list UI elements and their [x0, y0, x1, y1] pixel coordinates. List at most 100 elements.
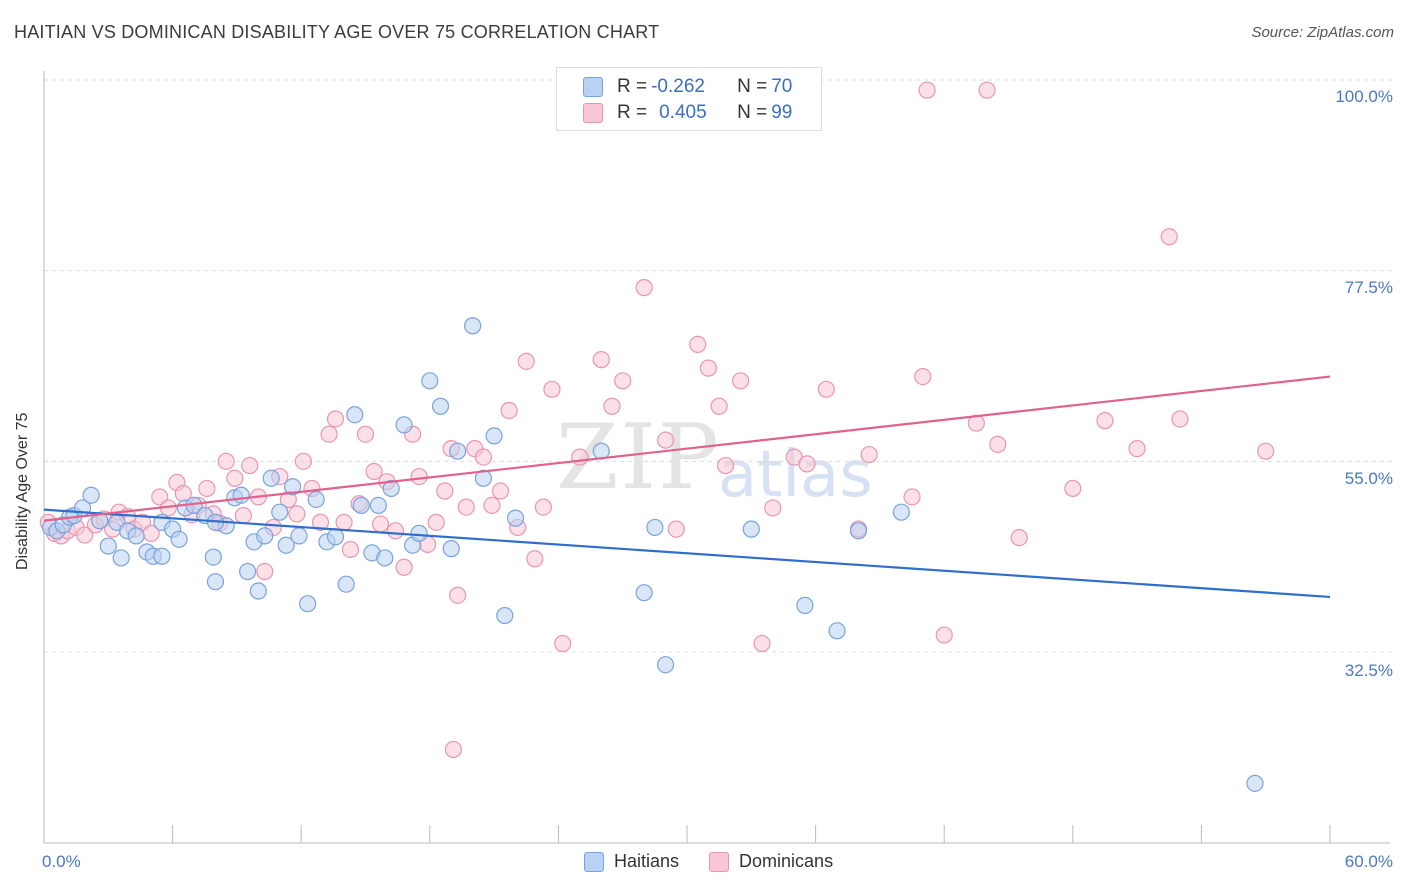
- legend-box: R = -0.262 N = 70 R = 0.405 N = 99: [556, 67, 822, 131]
- haitians-point-64: [828, 622, 846, 640]
- legend-r-value: 0.405: [659, 102, 707, 123]
- haitians-point-29: [256, 527, 274, 545]
- haitians-point-52: [449, 442, 467, 460]
- dominicans-point-23: [217, 452, 235, 470]
- dominicans-point-63: [534, 498, 552, 516]
- dominicans-point-84: [860, 445, 878, 464]
- x-tick-right: 60.0%: [1344, 852, 1393, 871]
- y-tick-100: 100.0%: [1335, 87, 1393, 106]
- dominicans-point-86: [903, 488, 921, 506]
- bottom-swatch-haitians: [584, 851, 604, 872]
- haitians-point-30: [262, 469, 280, 487]
- dominicans-point-37: [326, 410, 345, 428]
- dominicans-point-89: [935, 626, 953, 644]
- dominicans-point-61: [517, 352, 535, 370]
- dominicans-point-48: [410, 467, 428, 486]
- haitians-point-25: [232, 486, 250, 504]
- dominicans-point-58: [491, 482, 510, 500]
- haitians-point-40: [346, 406, 364, 424]
- dominicans-point-38: [335, 513, 353, 531]
- series-dominicans: [39, 81, 1275, 759]
- dominicans-point-62: [526, 550, 544, 568]
- dominicans-point-39: [341, 540, 360, 559]
- haitians-point-53: [464, 317, 482, 335]
- legend-n-label: N =: [737, 76, 768, 97]
- dominicans-point-82: [798, 455, 816, 473]
- dominicans-point-45: [386, 522, 405, 540]
- haitians-point-36: [307, 490, 325, 509]
- dominicans-point-65: [444, 740, 462, 759]
- dominicans-point-56: [474, 448, 492, 466]
- legend-n-value: 70: [771, 76, 793, 97]
- dominicans-point-67: [571, 448, 589, 466]
- haitians-point-39: [337, 575, 355, 593]
- dominicans-point-72: [656, 431, 675, 449]
- haitians-point-17: [170, 530, 188, 548]
- dominicans-point-71: [635, 279, 653, 297]
- legend-row-haitians: R = -0.262 N = 70: [583, 75, 792, 99]
- haitians-point-59: [635, 584, 653, 602]
- haitians-point-50: [431, 397, 450, 415]
- bottom-legend-dominicans: Dominicans: [709, 851, 833, 872]
- haitians-point-26: [239, 562, 257, 581]
- dominicans-point-73: [667, 520, 685, 538]
- dominicans-point-64: [543, 380, 561, 398]
- dominicans-point-32: [288, 505, 306, 523]
- haitians-point-69: [153, 547, 171, 565]
- dominicans-point-98: [1171, 410, 1189, 428]
- dominicans-point-35: [311, 513, 330, 531]
- haitians-point-12: [127, 527, 145, 545]
- haitians-point-60: [646, 518, 664, 537]
- trendlines: [43, 375, 1331, 599]
- dominicans-point-24: [226, 469, 244, 487]
- haitians-point-51: [442, 540, 460, 558]
- dominicans-point-68: [592, 351, 610, 369]
- haitians-point-8: [99, 537, 117, 555]
- haitians-point-38: [326, 528, 345, 546]
- dominicans-point-99: [1257, 442, 1275, 460]
- haitians-point-54: [474, 469, 492, 487]
- dominicans-point-20: [198, 479, 216, 498]
- haitians-point-45: [382, 479, 400, 498]
- dominicans-point-87: [914, 367, 932, 386]
- haitians-point-22: [206, 573, 225, 591]
- dominicans-point-94: [1064, 479, 1082, 498]
- dominicans-point-5: [76, 526, 94, 544]
- dominicans-point-79: [753, 634, 771, 653]
- dominicans-trendline: [43, 375, 1331, 522]
- dominicans-point-80: [764, 499, 782, 517]
- legend-r-label: R =: [617, 102, 648, 123]
- haitians-point-32: [277, 536, 295, 554]
- dominicans-point-46: [395, 558, 413, 576]
- y-axis-label: Disability Age Over 75: [14, 412, 31, 570]
- haitians-point-62: [742, 520, 760, 538]
- dominicans-point-59: [500, 401, 518, 420]
- haitians-point-46: [395, 416, 413, 434]
- haitians-point-35: [299, 595, 317, 613]
- dominicans-point-78: [731, 372, 750, 390]
- haitians-point-41: [352, 496, 370, 514]
- dominicans-point-88: [918, 81, 936, 99]
- bottom-legend-haitians: Haitians: [584, 851, 679, 872]
- haitians-point-63: [796, 596, 814, 614]
- legend-n-value: 99: [771, 102, 793, 123]
- y-tick-32-5: 32.5%: [1344, 661, 1393, 680]
- haitians-point-10: [112, 549, 130, 567]
- legend-swatch-dominicans: [583, 103, 603, 123]
- haitians-point-67: [1246, 774, 1264, 792]
- dominicans-point-96: [1128, 440, 1146, 458]
- haitians-point-66: [892, 503, 910, 521]
- haitians-trendline: [43, 508, 1331, 599]
- haitians-point-28: [249, 582, 267, 600]
- dominicans-point-41: [356, 425, 375, 443]
- dominicans-point-77: [716, 456, 735, 475]
- haitians-point-61: [656, 656, 675, 674]
- dominicans-point-95: [1096, 412, 1114, 430]
- dominicans-point-50: [427, 513, 445, 531]
- dominicans-point-83: [817, 380, 835, 398]
- legend-r-label: R =: [617, 76, 648, 97]
- haitians-point-57: [506, 509, 525, 527]
- dominicans-point-92: [989, 435, 1007, 453]
- dominicans-point-42: [365, 462, 383, 481]
- dominicans-point-66: [554, 634, 572, 653]
